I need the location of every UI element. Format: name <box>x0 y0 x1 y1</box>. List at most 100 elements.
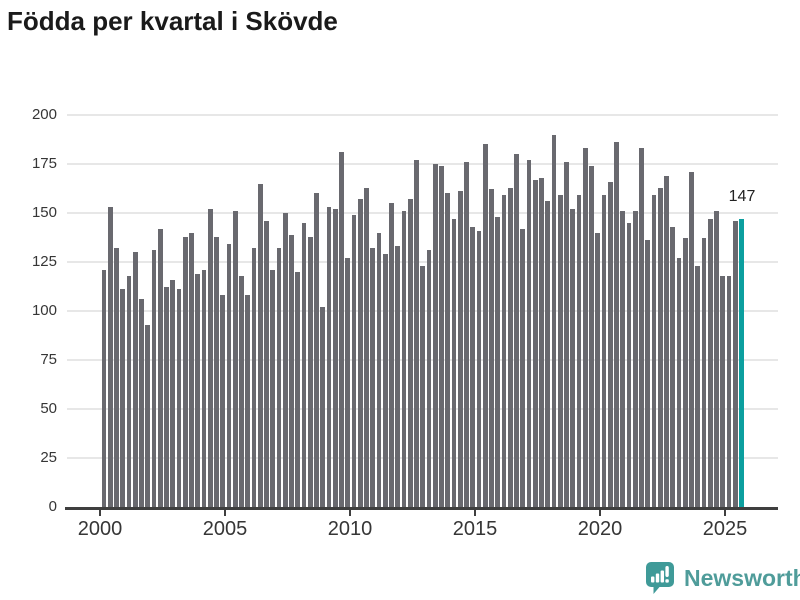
gridline <box>67 163 778 165</box>
bar <box>326 207 332 507</box>
bar <box>145 324 151 507</box>
bar <box>564 162 569 507</box>
bar <box>307 236 313 507</box>
bar <box>264 220 269 507</box>
bar <box>126 275 132 507</box>
bar <box>495 216 501 507</box>
gridline <box>67 114 778 116</box>
bar <box>207 209 213 507</box>
bar <box>545 201 551 507</box>
bar <box>614 142 619 507</box>
x-axis-label: 2000 <box>77 518 123 540</box>
bar <box>345 258 351 507</box>
x-axis-label: 2005 <box>202 518 248 540</box>
x-axis-tick <box>599 509 601 516</box>
bar <box>389 203 394 507</box>
bar <box>220 295 226 507</box>
bar <box>526 160 532 507</box>
bar <box>595 232 601 507</box>
y-axis-label: 150 <box>31 204 57 221</box>
bar <box>164 287 169 507</box>
bar <box>270 269 276 507</box>
bar <box>245 295 251 507</box>
highlighted-bar <box>739 218 744 507</box>
bar <box>476 230 482 507</box>
newsworthy-bubble-chart-icon <box>645 561 675 595</box>
bar <box>407 199 413 507</box>
page-title: Födda per kvartal i Skövde <box>7 6 338 36</box>
bar <box>701 238 707 507</box>
bar <box>582 148 588 507</box>
x-axis-tick <box>99 509 101 516</box>
bar <box>445 193 451 507</box>
bar <box>201 269 207 507</box>
bar <box>182 236 188 507</box>
bar <box>589 165 594 507</box>
bar <box>139 299 144 507</box>
bar <box>689 171 694 507</box>
bar <box>357 199 363 507</box>
bar-value-label: 147 <box>728 188 756 205</box>
bar <box>332 209 338 507</box>
bar <box>570 209 576 507</box>
bar <box>645 240 651 507</box>
bar <box>439 165 444 507</box>
bar <box>314 193 319 507</box>
bar <box>239 275 244 507</box>
bar <box>520 228 526 507</box>
bar <box>382 254 388 507</box>
bar <box>695 265 701 507</box>
bar <box>507 187 513 507</box>
bar <box>251 248 257 507</box>
bar <box>451 218 457 507</box>
bar <box>489 189 494 507</box>
bar <box>576 195 582 507</box>
x-axis-label: 2015 <box>452 518 498 540</box>
bar <box>395 246 401 507</box>
bar <box>620 211 626 507</box>
bar <box>370 248 376 507</box>
x-axis-label: 2010 <box>327 518 373 540</box>
bar <box>726 275 732 507</box>
bar <box>664 175 669 507</box>
bar <box>732 220 738 507</box>
bar <box>195 273 201 507</box>
bar <box>501 195 507 507</box>
bar <box>714 211 719 507</box>
bar <box>226 244 232 507</box>
bar <box>301 222 307 507</box>
bar <box>257 183 263 507</box>
bar <box>120 289 126 507</box>
newsworthy-wordmark: Newsworthy <box>684 564 800 591</box>
bar <box>170 279 176 507</box>
bar <box>351 214 357 507</box>
bar <box>289 234 294 507</box>
bar <box>157 228 163 507</box>
bar <box>339 152 344 507</box>
bar <box>295 271 301 507</box>
bar <box>557 195 563 507</box>
bar <box>514 154 519 507</box>
bar <box>532 179 538 507</box>
bar <box>539 177 544 507</box>
bar <box>676 258 682 507</box>
bar <box>639 148 644 507</box>
bar <box>457 191 463 507</box>
bar <box>176 289 182 507</box>
bar <box>626 222 632 507</box>
y-axis-label: 75 <box>40 351 57 368</box>
bar <box>107 207 113 507</box>
bar <box>320 307 326 507</box>
bar <box>464 162 469 507</box>
bar <box>214 236 219 507</box>
gridline <box>67 261 778 263</box>
y-axis-label: 50 <box>40 400 57 417</box>
bar <box>114 248 119 507</box>
x-axis-tick <box>224 509 226 516</box>
x-axis-tick <box>349 509 351 516</box>
x-axis-tick <box>474 509 476 516</box>
bar <box>189 232 194 507</box>
y-axis-label: 100 <box>31 302 57 319</box>
bar <box>607 181 613 507</box>
y-axis-label: 200 <box>31 106 57 123</box>
